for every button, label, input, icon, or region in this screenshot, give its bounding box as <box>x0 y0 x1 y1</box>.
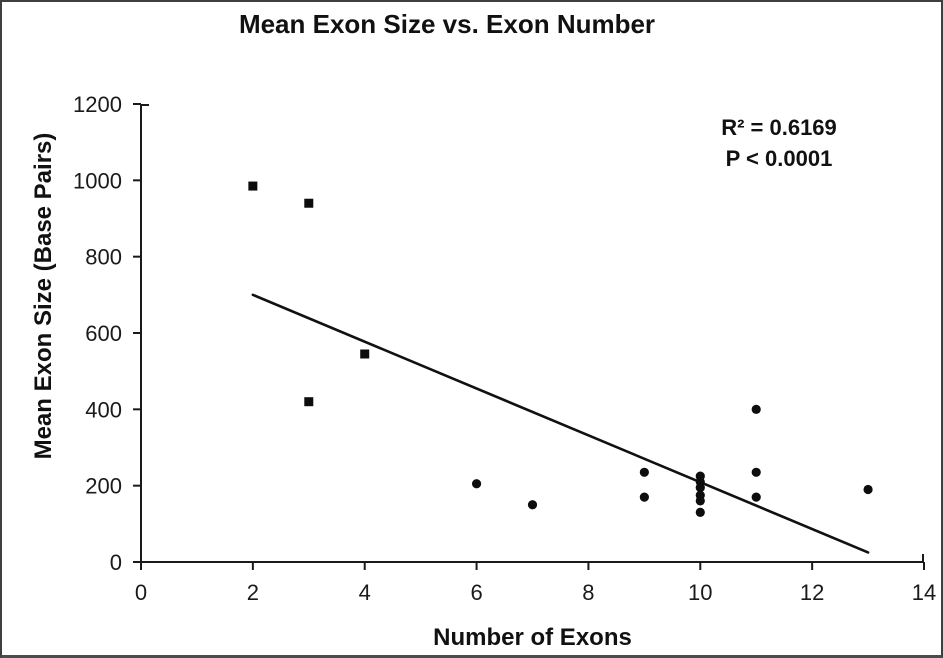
trend-line <box>251 293 870 554</box>
y-tick-label: 1200 <box>73 92 122 117</box>
stats-annotation: R² = 0.6169 P < 0.0001 <box>652 112 906 174</box>
x-tick-label: 10 <box>688 580 712 605</box>
p-value: P < 0.0001 <box>725 146 833 171</box>
y-tick-label: 200 <box>85 474 122 499</box>
data-point-circle <box>695 482 705 493</box>
y-tick-label: 0 <box>110 550 122 575</box>
data-point-circle <box>751 467 761 477</box>
x-tick-label: 12 <box>800 580 824 605</box>
data-point-circle <box>695 496 705 506</box>
data-point-circle <box>751 404 761 414</box>
x-tick-label: 4 <box>359 580 371 605</box>
data-point-square <box>360 349 370 359</box>
x-tick-label: 8 <box>582 580 594 605</box>
data-point-square <box>304 397 314 407</box>
x-axis-title: Number of Exons <box>433 624 632 651</box>
data-point-square <box>304 198 314 208</box>
data-point-circle <box>639 467 649 477</box>
r-squared-value: R² = 0.6169 <box>721 115 837 140</box>
y-tick-label: 400 <box>85 397 122 422</box>
axis-lines <box>140 104 924 563</box>
data-point-circle <box>639 492 649 502</box>
y-tick-label: 800 <box>85 245 122 270</box>
x-tick-label: 6 <box>470 580 482 605</box>
data-point-circle <box>471 479 482 489</box>
data-point-circle <box>527 500 538 510</box>
data-point-square <box>248 181 258 191</box>
data-point-circle <box>695 507 705 517</box>
data-point-circle <box>863 484 873 495</box>
y-tick-label: 600 <box>85 321 122 346</box>
y-tick-label: 1000 <box>73 168 122 193</box>
x-tick-label: 0 <box>135 580 147 605</box>
chart-title: Mean Exon Size vs. Exon Number <box>238 9 656 39</box>
x-tick-label: 14 <box>912 580 936 605</box>
x-tick-label: 2 <box>247 580 259 605</box>
data-point-circle <box>751 492 761 502</box>
